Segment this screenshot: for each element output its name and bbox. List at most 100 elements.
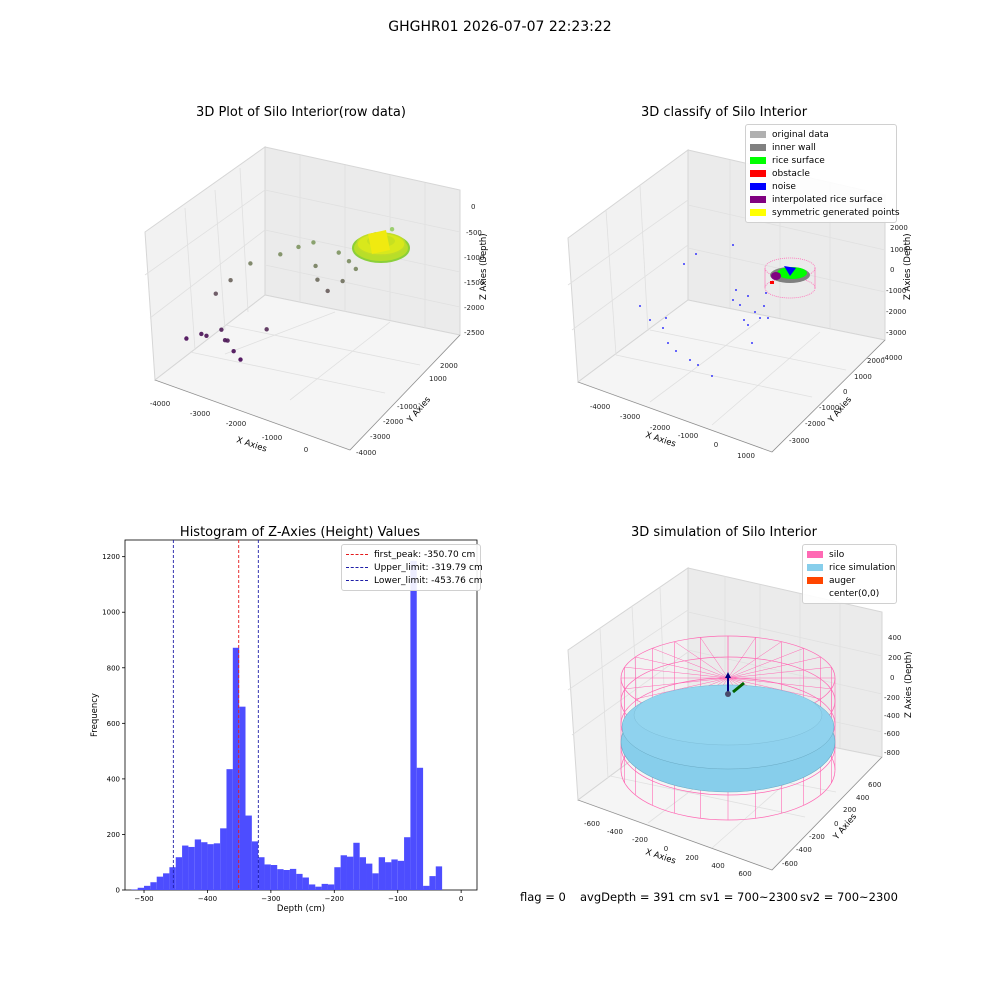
silo-roof-line bbox=[652, 648, 729, 679]
hist-bar bbox=[226, 769, 233, 890]
noise-point bbox=[689, 359, 691, 361]
panel2-silo-cluster bbox=[764, 257, 816, 299]
hist-bar bbox=[270, 865, 278, 890]
p4-xtick: -600 bbox=[584, 820, 600, 828]
p1-zlabel: Z Axies (Depth) bbox=[479, 233, 489, 300]
raw-data-point bbox=[184, 336, 189, 341]
p2-xtick: -3000 bbox=[620, 413, 640, 421]
hist-bar bbox=[251, 841, 259, 890]
p4-ytick: -400 bbox=[796, 846, 812, 854]
panel1-title: 3D Plot of Silo Interior(row data) bbox=[196, 105, 406, 120]
hist-bar bbox=[315, 886, 322, 890]
p4-xtick: 0 bbox=[664, 845, 668, 853]
hist-bar bbox=[264, 864, 271, 890]
p4-ztick: -600 bbox=[884, 730, 900, 738]
legend-label: rice surface bbox=[772, 155, 825, 166]
hist-bar bbox=[239, 706, 246, 890]
legend-item: rice surface bbox=[750, 154, 892, 167]
raw-data-point bbox=[199, 331, 204, 337]
p4-zlabel: Z Axies (Depth) bbox=[904, 651, 914, 718]
hist-bar bbox=[220, 828, 227, 890]
legend-label: inner wall bbox=[772, 142, 816, 153]
hist-bar bbox=[296, 873, 303, 890]
p4-ztick: -800 bbox=[884, 749, 900, 757]
hist-bar bbox=[340, 855, 347, 890]
noise-point bbox=[751, 342, 753, 344]
hist-ylabel: Frequency bbox=[90, 693, 100, 737]
hist-bar bbox=[435, 866, 443, 890]
hist-bar bbox=[137, 887, 145, 890]
legend-label: silo bbox=[829, 549, 845, 560]
raw-data-point bbox=[311, 240, 316, 245]
p4-ytick: -600 bbox=[782, 860, 798, 868]
raw-data-point bbox=[204, 333, 209, 339]
hist-ytick-label: 200 bbox=[107, 831, 120, 839]
noise-point bbox=[747, 324, 749, 326]
noise-point bbox=[667, 342, 669, 344]
panel3-title: Histogram of Z-Axies (Height) Values bbox=[180, 525, 420, 540]
legend-label: center(0,0) bbox=[829, 588, 880, 599]
noise-point bbox=[732, 299, 734, 301]
p1-xtick: -4000 bbox=[150, 400, 170, 408]
legend-label: Lower_limit: -453.76 cm bbox=[374, 575, 483, 586]
hist-ticks: −500 −400 −300 −200 −100 0 0 200 400 600 800 1000 12… bbox=[102, 553, 463, 903]
hist-bar bbox=[397, 860, 405, 890]
legend-swatch bbox=[807, 551, 823, 558]
p4-xtick: 200 bbox=[685, 854, 698, 862]
legend-swatch bbox=[750, 144, 766, 151]
noise-point bbox=[763, 305, 765, 307]
hist-bar bbox=[391, 859, 398, 890]
hist-bar bbox=[232, 647, 240, 890]
legend-swatch bbox=[750, 196, 766, 203]
legend-label: symmetric generated points bbox=[772, 207, 900, 218]
hist-bar bbox=[416, 767, 424, 890]
legend-item: rice simulation bbox=[807, 561, 895, 574]
p1-ztick: -1000 bbox=[464, 254, 484, 262]
hist-bar bbox=[423, 885, 430, 890]
footer-sv2: sv2 = 700~2300 bbox=[800, 890, 898, 904]
hist-bar bbox=[277, 869, 284, 890]
hist-xtick-label: −500 bbox=[134, 895, 153, 903]
legend-label: noise bbox=[772, 181, 796, 192]
panel2-legend: original data inner wall rice surface ob… bbox=[745, 124, 900, 223]
noise-point bbox=[711, 375, 713, 377]
p1-xtick: -1000 bbox=[262, 434, 282, 442]
silo-roof-line bbox=[635, 677, 729, 700]
legend-swatch bbox=[750, 157, 766, 164]
legend-item: auger bbox=[807, 574, 892, 587]
silo-roof-line bbox=[727, 637, 756, 679]
hist-bar bbox=[289, 868, 297, 890]
legend-swatch bbox=[807, 577, 823, 584]
noise-point bbox=[695, 253, 697, 255]
raw-data-point bbox=[264, 327, 269, 332]
p1-ztick: -500 bbox=[466, 229, 482, 237]
legend-label: auger bbox=[829, 575, 856, 586]
legend-line-swatch bbox=[346, 580, 368, 581]
p1-ztick: 0 bbox=[471, 203, 475, 211]
hist-bar bbox=[169, 867, 176, 890]
hist-bar bbox=[429, 876, 436, 890]
p1-ztick: -2000 bbox=[464, 304, 484, 312]
hist-bar bbox=[245, 815, 252, 890]
noise-point bbox=[665, 317, 667, 319]
p2-xlabel: X Axies bbox=[644, 430, 677, 449]
legend-swatch bbox=[807, 564, 823, 571]
silo-roof-line bbox=[727, 648, 804, 679]
raw-data-point bbox=[296, 244, 301, 250]
silo-roof-line bbox=[727, 677, 832, 690]
panel4-rice-simulation bbox=[620, 684, 836, 793]
silo-roof-line bbox=[727, 666, 832, 679]
footer-avg-depth: avgDepth = 391 cm bbox=[580, 890, 697, 904]
hist-bar bbox=[150, 882, 157, 890]
raw-data-point bbox=[248, 261, 253, 266]
legend-item: silo bbox=[807, 548, 892, 561]
legend-label: Upper_limit: -319.79 cm bbox=[374, 562, 483, 573]
panel4-title: 3D simulation of Silo Interior bbox=[631, 525, 818, 540]
hist-bar bbox=[283, 870, 290, 890]
legend-item: Lower_limit: -453.76 cm bbox=[346, 574, 482, 587]
footer-flag: flag = 0 bbox=[520, 890, 566, 904]
raw-data-point bbox=[389, 227, 395, 232]
p4-ztick: 200 bbox=[888, 654, 901, 662]
p1-ytick: -2000 bbox=[383, 418, 403, 426]
p1-ytick: -3000 bbox=[370, 433, 390, 441]
